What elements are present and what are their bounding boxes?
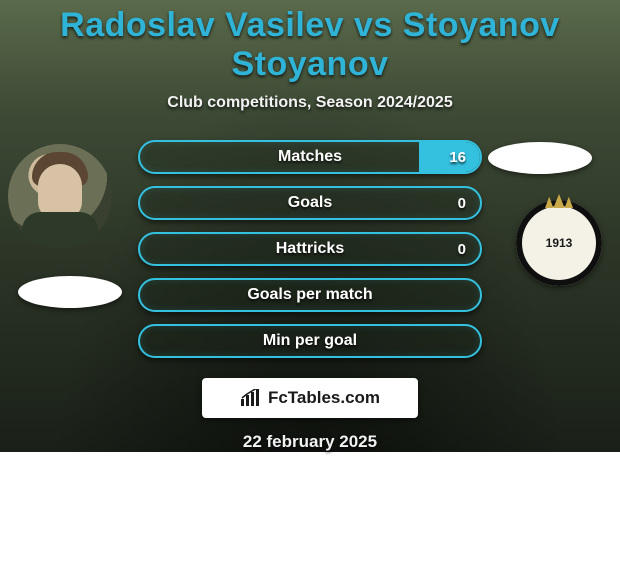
brand-name: FcTables.com <box>268 388 380 408</box>
player-right-team-badge <box>488 142 592 174</box>
bar-chart-icon <box>240 389 262 407</box>
stat-label: Hattricks <box>276 240 344 258</box>
player-left-team-badge <box>18 276 122 308</box>
stat-value-right: 16 <box>449 149 466 166</box>
stat-pill-matches: Matches 16 <box>138 140 482 174</box>
club-year: 1913 <box>546 236 573 250</box>
comparison-area: 1913 Matches 16 Goals 0 <box>0 140 620 366</box>
stat-label: Goals <box>288 194 332 212</box>
stat-pill-min-per-goal: Min per goal <box>138 324 482 358</box>
subtitle: Club competitions, Season 2024/2025 <box>167 94 452 112</box>
crown-icon <box>545 194 573 208</box>
stat-label: Min per goal <box>263 332 357 350</box>
page-title: Radoslav Vasilev vs Stoyanov Stoyanov <box>0 6 620 84</box>
stat-label: Goals per match <box>247 286 372 304</box>
stat-pill-stack: Matches 16 Goals 0 Hattricks 0 <box>138 140 482 358</box>
player-right-club-crest: 1913 <box>516 200 602 286</box>
avatar-body <box>22 212 98 248</box>
stat-pill-hattricks: Hattricks 0 <box>138 232 482 266</box>
stat-value-right: 0 <box>458 195 466 212</box>
player-left-avatar <box>8 144 112 248</box>
date-label: 22 february 2025 <box>243 432 377 452</box>
content: Radoslav Vasilev vs Stoyanov Stoyanov Cl… <box>0 0 620 452</box>
comparison-card: Radoslav Vasilev vs Stoyanov Stoyanov Cl… <box>0 0 620 452</box>
stat-pill-goals: Goals 0 <box>138 186 482 220</box>
brand-box[interactable]: FcTables.com <box>202 378 418 418</box>
stat-value-right: 0 <box>458 241 466 258</box>
stat-pill-goals-per-match: Goals per match <box>138 278 482 312</box>
stat-label: Matches <box>278 148 342 166</box>
